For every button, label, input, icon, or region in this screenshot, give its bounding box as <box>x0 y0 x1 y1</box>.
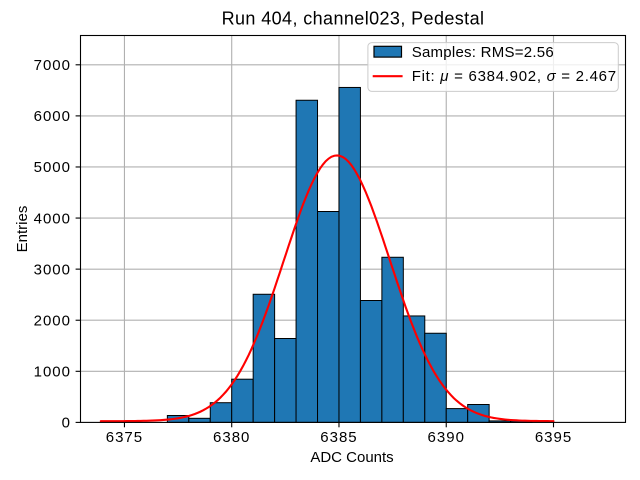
svg-text:Samples: RMS=2.56: Samples: RMS=2.56 <box>412 44 554 61</box>
svg-text:3000: 3000 <box>34 261 71 278</box>
svg-text:Fit: μ = 6384.902, σ = 2.467: Fit: μ = 6384.902, σ = 2.467 <box>412 68 617 85</box>
svg-text:7000: 7000 <box>34 57 71 74</box>
svg-text:0: 0 <box>62 415 71 432</box>
svg-text:ADC Counts: ADC Counts <box>310 449 393 466</box>
svg-text:6385: 6385 <box>320 429 357 446</box>
svg-text:6395: 6395 <box>535 429 572 446</box>
svg-text:Run 404, channel023, Pedestal: Run 404, channel023, Pedestal <box>222 9 485 29</box>
svg-text:6390: 6390 <box>428 429 465 446</box>
svg-text:Entries: Entries <box>14 206 31 253</box>
svg-text:5000: 5000 <box>34 159 71 176</box>
svg-text:2000: 2000 <box>34 312 71 329</box>
svg-text:1000: 1000 <box>34 364 71 381</box>
svg-text:6000: 6000 <box>34 108 71 125</box>
svg-text:6380: 6380 <box>213 429 250 446</box>
svg-text:4000: 4000 <box>34 210 71 227</box>
svg-text:6375: 6375 <box>106 429 143 446</box>
